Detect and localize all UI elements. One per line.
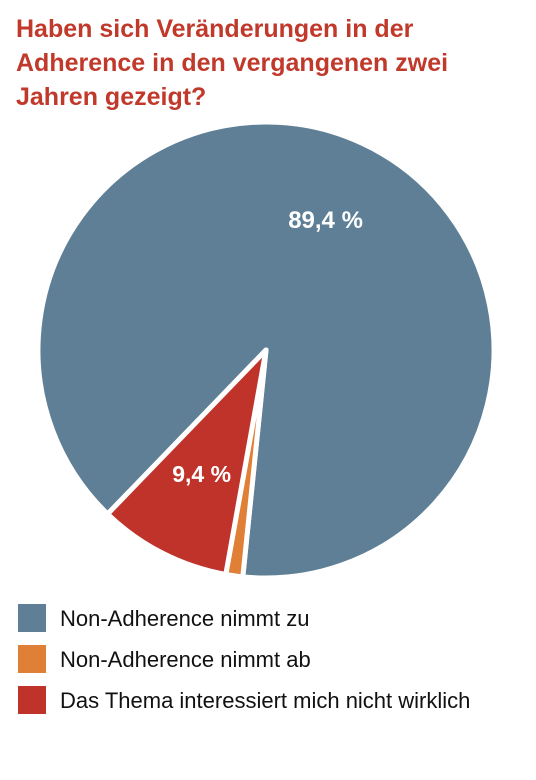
legend-swatch: [18, 645, 46, 673]
slice-value-label: 89,4 %: [288, 207, 363, 234]
pie-chart: 89,4 %1,2 %9,4 %: [35, 119, 497, 581]
legend-item: Non-Adherence nimmt ab: [18, 645, 518, 675]
pie-slice: [105, 347, 269, 577]
chart-title: Haben sich Veränderungen in der Adherenc…: [16, 15, 449, 111]
legend: Non-Adherence nimmt zu Non-Adherence nim…: [18, 604, 518, 727]
legend-item: Das Thema interessiert mich nicht wirkli…: [18, 686, 518, 716]
legend-swatch: [18, 604, 46, 632]
legend-label: Non-Adherence nimmt zu: [60, 606, 310, 631]
slice-value-label: 9,4 %: [172, 461, 231, 487]
legend-item: Non-Adherence nimmt zu: [18, 604, 518, 634]
pie-value-labels: 89,4 %1,2 %9,4 %: [172, 207, 363, 487]
legend-label: Das Thema interessiert mich nicht wirkli…: [60, 688, 471, 713]
legend-swatch: [18, 686, 46, 714]
legend-label: Non-Adherence nimmt ab: [60, 647, 311, 672]
pie-slices: [35, 119, 497, 581]
